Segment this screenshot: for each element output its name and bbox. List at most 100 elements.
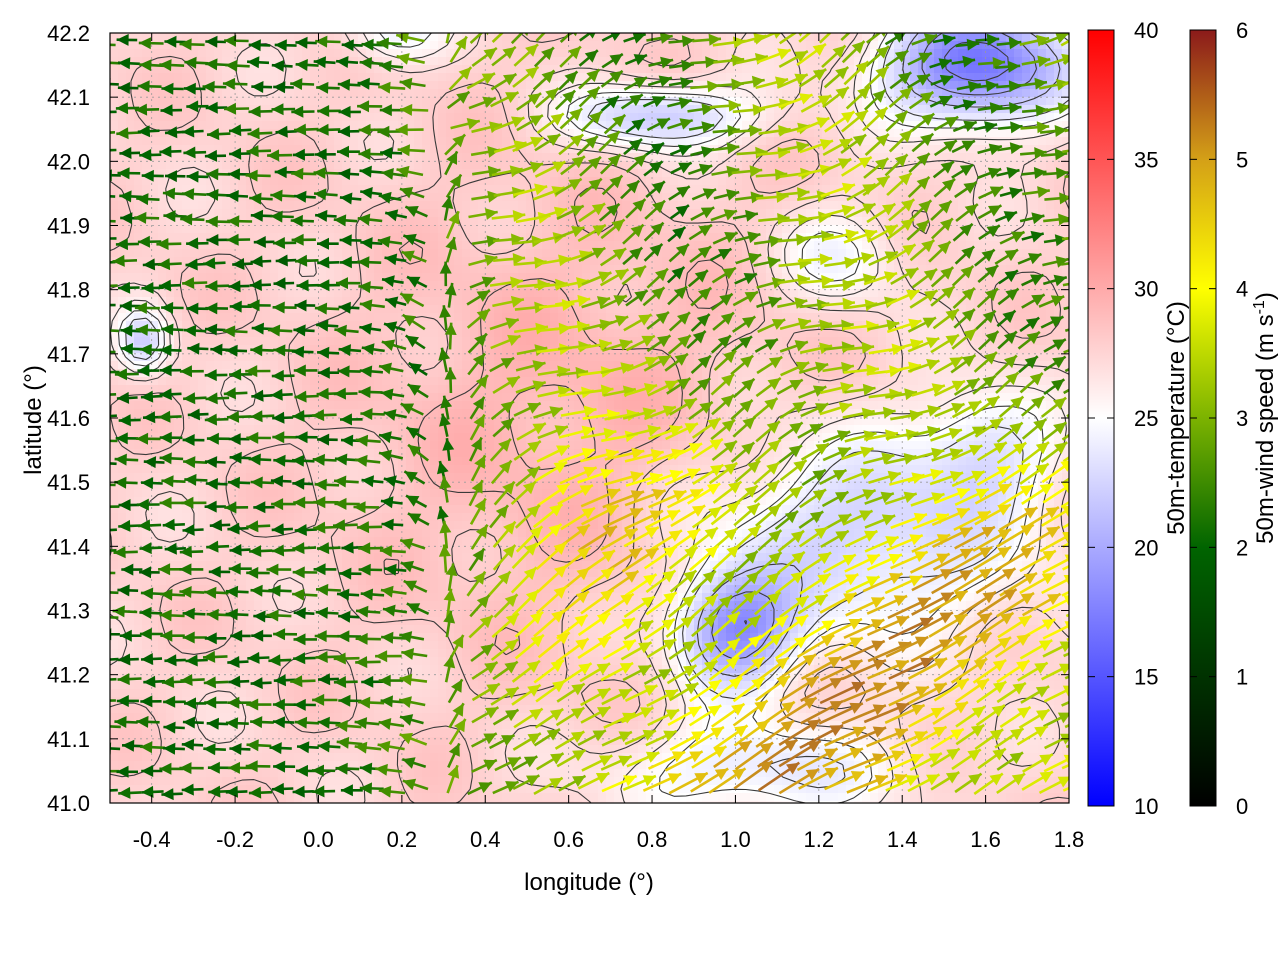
wind-vector bbox=[867, 773, 908, 793]
wind-vector bbox=[976, 588, 1018, 616]
wind-vector bbox=[886, 243, 917, 264]
wind-vector bbox=[735, 614, 762, 638]
wind-vector bbox=[778, 93, 813, 109]
wind-vector bbox=[667, 442, 703, 461]
wind-vector bbox=[205, 101, 228, 114]
wind-vector bbox=[864, 133, 890, 156]
wind-vector bbox=[248, 453, 272, 466]
wind-vector bbox=[646, 688, 679, 707]
wind-vector bbox=[713, 54, 745, 67]
wind-vector bbox=[273, 81, 294, 94]
wind-vector bbox=[354, 454, 381, 467]
wind-vector bbox=[230, 629, 251, 642]
wind-vector bbox=[731, 634, 762, 661]
wind-vector bbox=[140, 695, 162, 708]
wind-vector bbox=[292, 785, 314, 798]
wind-vector bbox=[1038, 776, 1069, 795]
wind-vector bbox=[888, 129, 914, 153]
wind-vector bbox=[933, 177, 956, 198]
y-tick-label: 41.5 bbox=[47, 470, 90, 495]
wind-vector bbox=[161, 475, 186, 488]
wind-vector bbox=[668, 771, 709, 795]
wind-speed-colorbar-ticks: 0 1 2 3 4 5 6 bbox=[1190, 18, 1248, 819]
wind-vector bbox=[158, 279, 182, 292]
wind-vector bbox=[800, 655, 842, 680]
wind-vector bbox=[774, 570, 805, 595]
wind-vector bbox=[730, 354, 754, 376]
wind-vector bbox=[116, 765, 138, 778]
wind-vector bbox=[775, 485, 804, 509]
wind-vector bbox=[118, 653, 139, 666]
wind-vector bbox=[801, 551, 832, 573]
wind-vector bbox=[404, 334, 426, 350]
wind-vector bbox=[291, 167, 317, 180]
wind-vector bbox=[378, 449, 404, 462]
wind-vector bbox=[644, 141, 665, 157]
wind-vector bbox=[951, 748, 982, 771]
wind-vector bbox=[955, 38, 980, 51]
wind-vector bbox=[623, 313, 653, 332]
wind-vector bbox=[159, 145, 182, 158]
wind-vector bbox=[533, 776, 564, 796]
wind-vector bbox=[954, 677, 990, 703]
wind-vector bbox=[733, 502, 761, 527]
wind-vector bbox=[952, 287, 976, 309]
wind-vector bbox=[648, 489, 687, 509]
wind-vector bbox=[955, 723, 985, 746]
wind-vector bbox=[141, 785, 164, 798]
wind-vector bbox=[559, 33, 578, 43]
wind-vector bbox=[1041, 505, 1069, 527]
wind-vector bbox=[907, 337, 940, 353]
wind-vector bbox=[117, 584, 139, 597]
wind-vector bbox=[290, 675, 316, 688]
wind-vector bbox=[229, 147, 251, 160]
wind-vector bbox=[713, 349, 737, 372]
wind-vector bbox=[841, 155, 873, 177]
wind-vector bbox=[779, 317, 812, 330]
wind-vector bbox=[339, 567, 362, 580]
wind-vector bbox=[864, 535, 900, 553]
wind-vector bbox=[625, 198, 647, 219]
wind-vector bbox=[1022, 186, 1050, 198]
wind-vector bbox=[643, 617, 676, 641]
wind-vector bbox=[512, 65, 540, 88]
wind-vector bbox=[291, 454, 315, 467]
wind-vector bbox=[225, 344, 248, 357]
wind-vector bbox=[730, 399, 754, 421]
wind-vector bbox=[357, 77, 380, 90]
wind-vector bbox=[996, 37, 1022, 50]
wind-vector bbox=[668, 311, 691, 332]
wind-vector bbox=[730, 441, 756, 463]
wind-vector bbox=[471, 682, 501, 702]
wind-vector bbox=[599, 153, 622, 175]
wind-vector bbox=[406, 602, 430, 615]
wind-vector bbox=[246, 566, 270, 579]
wind-vector bbox=[577, 771, 610, 790]
wind-vector bbox=[294, 190, 316, 203]
wind-vector bbox=[533, 728, 561, 747]
wind-vector bbox=[110, 699, 116, 702]
wind-vector bbox=[204, 323, 226, 336]
wind-vector bbox=[315, 651, 341, 663]
wind-vector bbox=[709, 247, 733, 262]
wind-vector bbox=[1019, 549, 1057, 573]
wind-vector bbox=[691, 417, 722, 439]
wind-vector bbox=[183, 324, 207, 337]
wind-vector bbox=[841, 468, 874, 483]
wind-vector bbox=[440, 395, 453, 420]
wind-vector bbox=[139, 566, 160, 579]
wind-vector bbox=[798, 361, 829, 374]
wind-vector bbox=[578, 202, 606, 223]
wind-vector bbox=[643, 405, 677, 421]
wind-vector bbox=[295, 431, 318, 444]
wind-vector bbox=[796, 116, 830, 133]
wind-vector bbox=[579, 662, 611, 683]
wind-vector bbox=[642, 286, 666, 307]
wind-vector bbox=[205, 302, 229, 315]
colorbar-tick-label: 5 bbox=[1236, 147, 1248, 172]
wind-vector bbox=[469, 374, 489, 399]
wind-vector bbox=[245, 365, 271, 378]
wind-vector bbox=[996, 167, 1020, 179]
wind-vector bbox=[581, 271, 612, 286]
wind-vector bbox=[471, 758, 498, 773]
